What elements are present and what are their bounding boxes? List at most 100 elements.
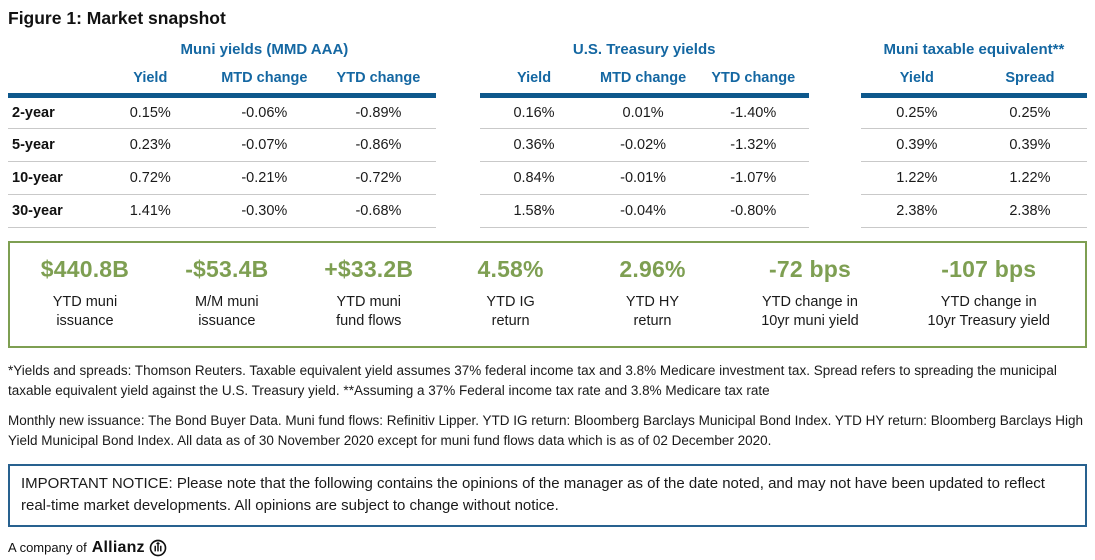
taxable-spread-cell: 2.38%: [972, 194, 1087, 228]
taxable-yield-cell: 0.39%: [860, 128, 973, 162]
highlight-label-line: YTD muni: [52, 293, 118, 310]
table-row: 2-year 0.15% -0.06% -0.89%: [8, 95, 436, 129]
treasury-yield-cell: 0.84%: [479, 161, 589, 195]
col-header-yield: Yield: [860, 67, 973, 98]
table-row: 2.38% 2.38%: [860, 194, 1087, 228]
table-row: 0.36% -0.02% -1.32%: [479, 128, 809, 162]
row-label-30yr: 30-year: [8, 194, 94, 228]
highlight-label-line: YTD change in: [940, 293, 1037, 310]
muni-ytd-cell: -0.68%: [321, 194, 436, 228]
muni-mtd-cell: -0.21%: [207, 161, 322, 195]
highlight-label-line: return: [491, 313, 530, 330]
highlight-value: $440.8B: [40, 255, 130, 282]
taxable-yield-cell: 2.38%: [860, 194, 973, 228]
muni-ytd-cell: -0.89%: [321, 95, 436, 129]
highlight-muni-yield-change: -72 bps YTD change in 10yr muni yield: [723, 256, 896, 332]
highlight-label: YTD muni fund flows: [298, 293, 440, 332]
row-label-10yr: 10-year: [8, 161, 94, 195]
table-row: 10-year 0.72% -0.21% -0.72%: [8, 161, 436, 195]
highlights-band: $440.8B YTD muni issuance -$53.4B M/M mu…: [8, 240, 1087, 348]
highlight-value: -72 bps: [769, 255, 851, 282]
spacer-cell: [8, 67, 94, 98]
table-row: 1.22% 1.22%: [860, 161, 1087, 195]
col-header-spread: Spread: [972, 67, 1087, 98]
highlight-label: YTD IG return: [440, 293, 582, 332]
highlight-mm-muni-issuance: -$53.4B M/M muni issuance: [156, 256, 298, 332]
taxable-spread-cell: 0.39%: [972, 128, 1087, 162]
highlight-ytd-fund-flows: +$33.2B YTD muni fund flows: [298, 256, 440, 332]
col-header-yield: Yield: [93, 67, 208, 98]
treasury-ytd-cell: -0.80%: [697, 194, 809, 228]
muni-group-title: Muni yields (MMD AAA): [180, 41, 349, 58]
highlight-ytd-ig-return: 4.58% YTD IG return: [440, 256, 582, 332]
footnote-yields-sources: *Yields and spreads: Thomson Reuters. Ta…: [8, 362, 1057, 398]
treasury-ytd-cell: -1.07%: [697, 161, 809, 195]
highlight-ytd-muni-issuance: $440.8B YTD muni issuance: [14, 256, 156, 332]
col-header-yield: Yield: [479, 67, 589, 98]
col-header-ytd-change: YTD change: [697, 67, 809, 98]
highlight-label: YTD muni issuance: [14, 293, 156, 332]
taxable-group-title: Muni taxable equivalent**: [883, 41, 1065, 58]
taxable-yield-cell: 0.25%: [860, 95, 973, 129]
treasury-mtd-cell: -0.04%: [588, 194, 698, 228]
treasury-mtd-cell: -0.02%: [588, 128, 698, 162]
highlight-value: +$33.2B: [324, 255, 414, 282]
row-label-2yr: 2-year: [8, 95, 94, 129]
table-row: 0.25% 0.25%: [860, 95, 1087, 129]
footnote-data-sources: Monthly new issuance: The Bond Buyer Dat…: [8, 413, 1084, 449]
taxable-yield-cell: 1.22%: [860, 161, 973, 195]
highlight-label-line: issuance: [56, 313, 114, 330]
highlight-label-line: issuance: [198, 313, 256, 330]
col-header-ytd-change: YTD change: [321, 67, 436, 98]
table-row: 1.58% -0.04% -0.80%: [479, 194, 809, 228]
highlight-label-line: fund flows: [336, 313, 402, 330]
taxable-spread-cell: 0.25%: [972, 95, 1087, 129]
muni-yield-cell: 0.15%: [93, 95, 208, 129]
muni-ytd-cell: -0.72%: [321, 161, 436, 195]
row-label-5yr: 5-year: [8, 128, 94, 162]
highlight-label-line: return: [633, 313, 672, 330]
muni-mtd-cell: -0.06%: [207, 95, 322, 129]
highlight-label-line: 10yr Treasury yield: [927, 313, 1051, 330]
highlight-label-line: YTD muni: [336, 293, 401, 310]
important-notice-box: IMPORTANT NOTICE: Please note that the f…: [8, 463, 1087, 527]
highlight-treasury-yield-change: -107 bps YTD change in 10yr Treasury yie…: [897, 256, 1081, 332]
allianz-logo-icon: [149, 539, 167, 557]
highlight-label-line: 10yr muni yield: [761, 313, 859, 330]
highlight-value: 2.96%: [619, 255, 686, 282]
muni-mtd-cell: -0.30%: [207, 194, 322, 228]
yield-tables: Muni yields (MMD AAA) Yield MTD change Y…: [8, 41, 1087, 228]
treasury-mtd-cell: -0.01%: [588, 161, 698, 195]
table-row: 0.84% -0.01% -1.07%: [479, 161, 809, 195]
highlight-label-line: YTD change in: [762, 293, 858, 310]
highlight-value: -$53.4B: [185, 255, 269, 282]
muni-ytd-cell: -0.86%: [321, 128, 436, 162]
muni-yield-cell: 1.41%: [93, 194, 208, 228]
highlight-label: YTD HY return: [582, 293, 724, 332]
highlight-label-line: YTD HY: [625, 293, 680, 310]
table-row: 5-year 0.23% -0.07% -0.86%: [8, 128, 436, 162]
allianz-brand-text: Allianz: [91, 538, 145, 556]
table-row: 30-year 1.41% -0.30% -0.68%: [8, 194, 436, 228]
footer: A company of Allianz: [8, 539, 1087, 557]
highlight-label-line: YTD IG: [486, 293, 535, 310]
col-header-mtd-change: MTD change: [207, 67, 322, 98]
table-row: 0.39% 0.39%: [860, 128, 1087, 162]
treasury-group-title: U.S. Treasury yields: [572, 41, 716, 58]
treasury-mtd-cell: 0.01%: [588, 95, 698, 129]
treasury-ytd-cell: -1.40%: [697, 95, 809, 129]
highlight-label-line: M/M muni: [194, 293, 259, 310]
treasury-yield-cell: 0.16%: [479, 95, 589, 129]
taxable-spread-cell: 1.22%: [972, 161, 1087, 195]
highlight-label: YTD change in 10yr Treasury yield: [897, 293, 1081, 332]
muni-yield-cell: 0.23%: [93, 128, 208, 162]
col-header-mtd-change: MTD change: [588, 67, 698, 98]
taxable-equivalent-table: Muni taxable equivalent** Yield Spread 0…: [860, 41, 1087, 228]
footer-prefix-text: A company of: [8, 540, 87, 556]
highlight-label: M/M muni issuance: [156, 293, 298, 332]
muni-yield-cell: 0.72%: [93, 161, 208, 195]
muni-yields-table: Muni yields (MMD AAA) Yield MTD change Y…: [8, 41, 436, 228]
treasury-ytd-cell: -1.32%: [697, 128, 809, 162]
treasury-yield-cell: 0.36%: [479, 128, 589, 162]
